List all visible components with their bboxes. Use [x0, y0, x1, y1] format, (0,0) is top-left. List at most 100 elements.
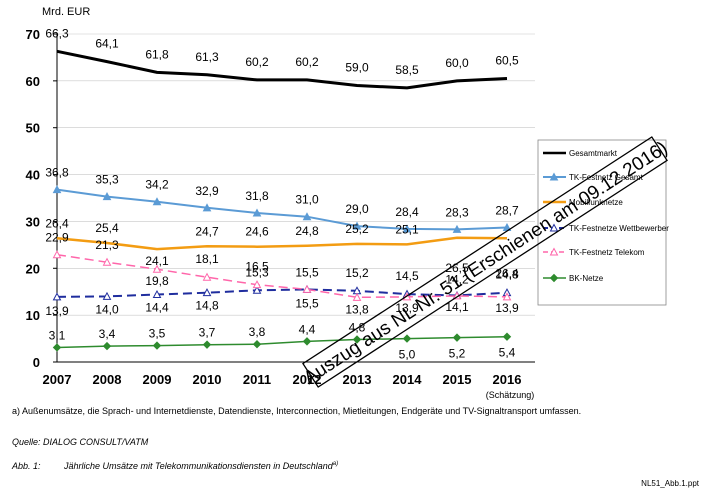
tkfw-data-label: 14,2: [445, 272, 469, 286]
bk-marker: [502, 332, 512, 341]
bk-marker: [549, 273, 559, 283]
tkft-marker: [352, 292, 362, 301]
mobil-data-label: 24,8: [295, 224, 319, 238]
bk-marker: [102, 341, 112, 351]
tkfw-marker: [549, 223, 559, 232]
gesamt-data-label: 60,0: [445, 56, 469, 70]
y-tick-label: 40: [26, 168, 40, 183]
tkft-marker: [252, 280, 262, 289]
y-tick-label: 60: [26, 74, 40, 89]
gesamt-data-label: 61,8: [145, 47, 169, 61]
gesamt-data-label: 60,2: [295, 55, 319, 69]
x-tick-label: 2012: [293, 372, 322, 387]
tkfg-data-label: 28,4: [395, 205, 419, 219]
tkft-marker: [202, 272, 212, 281]
bk-legend-label: BK-Netze: [569, 274, 604, 283]
tkfw-line: [56, 288, 508, 298]
y-tick-label: 10: [26, 308, 40, 323]
bk-marker: [152, 341, 162, 350]
caption-text: Jährliche Umsätze mit Telekommunikations…: [64, 461, 333, 471]
gesamt-data-label: 59,0: [345, 61, 369, 75]
gesamt-data-label: 61,3: [195, 50, 219, 64]
tkfg-marker: [102, 192, 112, 201]
y-tick-labels: 0 10 20 30 40 50 60 70: [26, 27, 57, 370]
mobil-data-label: 25,2: [345, 222, 369, 236]
gesamt-data-label: 60,2: [245, 55, 269, 69]
tkfw-legend-label: TK-Festnetze Wettbewerber: [569, 224, 669, 233]
bk-data-label: 3,4: [99, 327, 116, 341]
tkfg-marker: [402, 224, 412, 233]
tkfg-data-label: 31,8: [245, 189, 269, 203]
bk-marker: [302, 337, 312, 346]
bk-data-label: 5,0: [399, 348, 416, 362]
mobil-legend-label: Mobilfunknetze: [569, 198, 623, 207]
bk-data-label: 5,2: [449, 347, 466, 361]
figure-caption: Abb. 1: Jährliche Umsätze mit Telekommuni…: [12, 461, 338, 471]
tkfw-data-label: 14,4: [145, 301, 169, 315]
tkft-marker: [102, 257, 112, 266]
tkfw-data-label: 15,5: [295, 265, 319, 279]
footnote: a) Außenumsätze, die Sprach- und Interne…: [12, 406, 582, 416]
y-tick-label: 20: [26, 261, 40, 276]
bk-marker: [52, 343, 62, 352]
tkfw-data-label: 14,5: [395, 269, 419, 283]
bk-marker: [202, 340, 212, 349]
x-tick-label: 2013: [343, 372, 372, 387]
file-id: NL51_Abb.1.ppt: [641, 479, 699, 488]
x-tick-label: 2015: [443, 372, 472, 387]
tkfg-legend-label: TK-Festnetz Gesamt: [569, 173, 644, 182]
tkfw-data-label: 15,2: [345, 266, 369, 280]
x-tick-label: 2014: [393, 372, 423, 387]
tkft-data-label: 14,1: [445, 300, 469, 314]
tkfg-data-label: 35,3: [95, 173, 119, 187]
mobil-data-label: 26,4: [495, 266, 519, 280]
tkfw-data-label: 14,0: [95, 302, 119, 316]
tkft-data-label: 16,5: [245, 260, 269, 274]
mobil-data-label: 25,1: [395, 222, 419, 236]
tkft-data-label: 19,8: [145, 274, 169, 288]
caption-label: Abb. 1:: [12, 461, 41, 471]
source-line: Quelle: DIALOG CONSULT/VATM: [12, 437, 149, 447]
bk-data-label: 3,5: [149, 327, 166, 341]
tkft-marker: [302, 284, 312, 293]
tkfw-marker: [152, 289, 162, 299]
bk-marker: [352, 335, 362, 344]
tkft-marker: [549, 247, 559, 256]
tkfg-marker: [252, 208, 262, 217]
gesamt-legend-label: Gesamtmarkt: [569, 149, 618, 158]
tkft-data-label: 15,5: [295, 296, 319, 310]
tkfg-data-label: 31,0: [295, 193, 319, 207]
bk-data-label: 3,8: [249, 325, 266, 339]
bk-data-label: 5,4: [499, 346, 516, 360]
mobil-data-label: 26,5: [445, 261, 469, 275]
bk-line: [56, 335, 508, 349]
x-tick-label: 2010: [193, 372, 222, 387]
tkft-marker: [152, 264, 162, 273]
y-tick-label: 30: [26, 214, 40, 229]
bk-data-label: 3,1: [49, 328, 66, 342]
tkfg-marker: [52, 185, 62, 194]
tkfw-data-label: 14,8: [495, 268, 519, 282]
tkfg-marker: [152, 197, 162, 206]
mobil-data-label: 24,6: [245, 225, 269, 239]
y-tick-label: 50: [26, 121, 40, 136]
series-lines: [52, 49, 512, 352]
tkfg-marker: [352, 221, 362, 230]
mobil-data-label: 24,1: [145, 254, 169, 268]
line-chart: Mrd. EUR 0 10 20 30 40 50 60 70 2007 2008 2009 201…: [26, 6, 672, 400]
x-tick-sublabel: (Schätzung): [486, 390, 535, 400]
mobil-line: [56, 236, 508, 251]
x-tick-label: 2011: [243, 372, 271, 387]
x-tick-label: 2009: [143, 372, 172, 387]
x-tick-label: 2016: [493, 372, 522, 387]
y-axis-title: Mrd. EUR: [42, 6, 90, 18]
tkfg-data-label: 28,3: [445, 205, 469, 219]
tkfw-data-label: 13,9: [45, 304, 69, 318]
tkfg-marker: [452, 224, 462, 233]
tkft-data-label: 18,1: [195, 252, 219, 266]
mobil-data-label: 25,4: [95, 221, 119, 235]
tkfw-data-label: 15,3: [245, 265, 269, 279]
tkfw-marker: [102, 291, 112, 300]
x-tick-labels: 2007 2008 2009 2010 2011 2012 2013 2014 2015 2016: [43, 372, 522, 387]
bk-marker: [252, 339, 262, 349]
